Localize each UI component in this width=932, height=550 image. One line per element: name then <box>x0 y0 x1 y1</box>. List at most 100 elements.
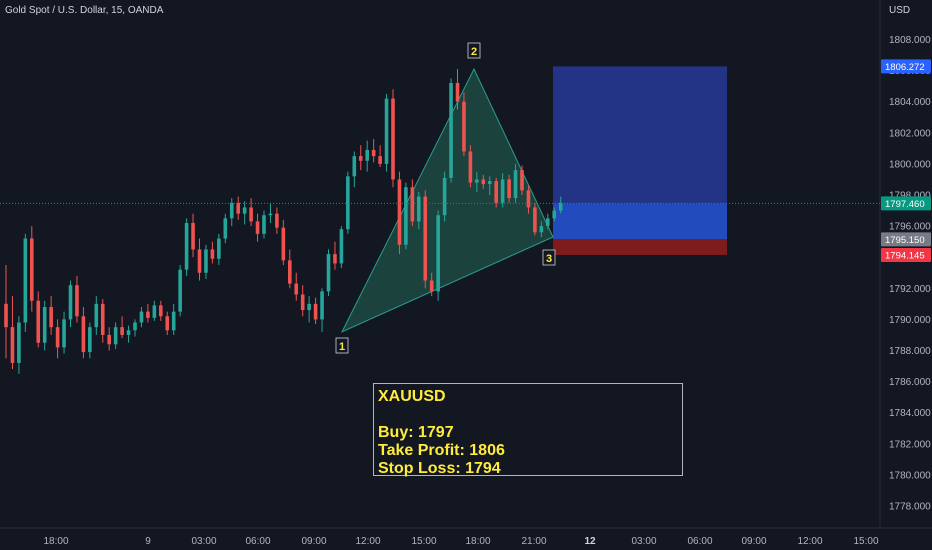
y-tick-label: 1786.000 <box>889 377 931 388</box>
info-stop-loss: Stop Loss: 1794 <box>378 460 501 477</box>
y-tick-label: 1782.000 <box>889 439 931 450</box>
candle <box>236 202 240 214</box>
candle <box>384 98 389 164</box>
candle <box>62 319 66 348</box>
candle <box>178 269 182 312</box>
x-tick-label: 12:00 <box>355 536 380 547</box>
candle <box>410 187 415 222</box>
candle <box>339 229 344 264</box>
candle <box>371 149 376 157</box>
candle <box>539 226 544 233</box>
candle <box>494 181 498 203</box>
y-axis[interactable]: 1778.000 1780.000 1782.000 1784.000 1786.000… <box>889 35 931 513</box>
candle <box>126 330 131 335</box>
candle <box>275 213 279 228</box>
candle <box>533 207 537 233</box>
candle <box>100 303 105 335</box>
y-tick-label: 1804.000 <box>889 97 931 108</box>
candle <box>159 305 163 317</box>
point-label-box <box>335 337 349 354</box>
y-tick-label: 1798.000 <box>889 191 931 202</box>
candle <box>313 303 318 320</box>
position-zones[interactable] <box>553 66 727 255</box>
candle <box>500 179 505 203</box>
x-tick-label: 9 <box>145 536 151 547</box>
candle <box>449 83 453 178</box>
candle <box>204 249 208 273</box>
y-tick-label: 1796.000 <box>889 222 931 233</box>
candle <box>526 190 531 208</box>
candle <box>552 210 557 219</box>
x-tick-label: 03:00 <box>191 536 216 547</box>
y-tick-label: 1802.000 <box>889 128 931 139</box>
candle <box>30 238 34 301</box>
symbol-title: Gold Spot / U.S. Dollar, 15, OANDA <box>5 5 164 16</box>
price-tag <box>881 247 931 262</box>
price-tag-label: 1794.145 <box>885 250 925 261</box>
candle <box>423 196 428 281</box>
info-take-profit: Take Profit: 1806 <box>378 442 505 459</box>
candle <box>88 327 92 353</box>
abc-pattern[interactable] <box>340 67 554 333</box>
candle <box>262 215 266 234</box>
candle <box>36 300 41 343</box>
x-tick-label: 09:00 <box>301 536 326 547</box>
candle <box>481 179 486 185</box>
x-tick-label: 03:00 <box>631 536 656 547</box>
candle <box>294 283 299 295</box>
y-tick-label: 1780.000 <box>889 470 931 481</box>
candle <box>42 306 47 343</box>
x-tick-label: 06:00 <box>245 536 270 547</box>
candle <box>520 170 524 191</box>
candle <box>326 254 331 292</box>
point-label: 2 <box>471 46 477 58</box>
x-tick-label: 06:00 <box>687 536 712 547</box>
candle <box>333 254 337 264</box>
candle <box>455 83 460 102</box>
x-tick-label: 18:00 <box>43 536 68 547</box>
candle <box>184 222 189 270</box>
x-axis[interactable]: 18:00 9 03:00 06:00 09:00 12:00 15:00 18:00 21:0… <box>43 536 878 547</box>
candle <box>546 218 550 227</box>
candle <box>417 196 421 222</box>
info-buy: Buy: 1797 <box>378 424 454 441</box>
currency-label: USD <box>889 5 911 16</box>
price-tag <box>881 232 931 247</box>
point-label-box <box>467 42 481 59</box>
pattern-triangle <box>340 67 554 333</box>
candle <box>75 285 79 317</box>
candle <box>513 170 518 199</box>
candle <box>442 177 447 216</box>
candle <box>281 227 286 261</box>
candle <box>475 179 479 183</box>
candle <box>462 101 466 152</box>
price-tag-label: 1806.272 <box>885 62 925 73</box>
y-tick-label: 1792.000 <box>889 284 931 295</box>
candle <box>197 249 202 273</box>
candle <box>288 260 292 284</box>
price-tags: 1806.272 1797.460 1795.150 1794.145 <box>881 59 931 262</box>
x-tick-label: 18:00 <box>465 536 490 547</box>
candles-layer <box>4 69 563 374</box>
candle <box>436 215 440 292</box>
candle <box>300 294 305 311</box>
candle <box>23 238 28 323</box>
candle <box>352 156 357 177</box>
price-tag <box>881 196 931 211</box>
candle <box>146 311 150 318</box>
candle <box>217 238 221 259</box>
candle <box>133 322 137 331</box>
trade-info-box[interactable]: XAUUSD Buy: 1797 Take Profit: 1806 Stop … <box>373 383 683 477</box>
candle <box>191 222 195 250</box>
candle <box>365 149 369 161</box>
y-tick-label: 1788.000 <box>889 346 931 357</box>
x-tick-label: 09:00 <box>741 536 766 547</box>
y-tick-label: 1800.000 <box>889 159 931 170</box>
point-label: 3 <box>546 253 552 265</box>
candle <box>487 181 492 185</box>
candle <box>120 327 124 335</box>
candle <box>268 213 273 216</box>
candle <box>468 151 473 183</box>
candle <box>391 98 395 180</box>
